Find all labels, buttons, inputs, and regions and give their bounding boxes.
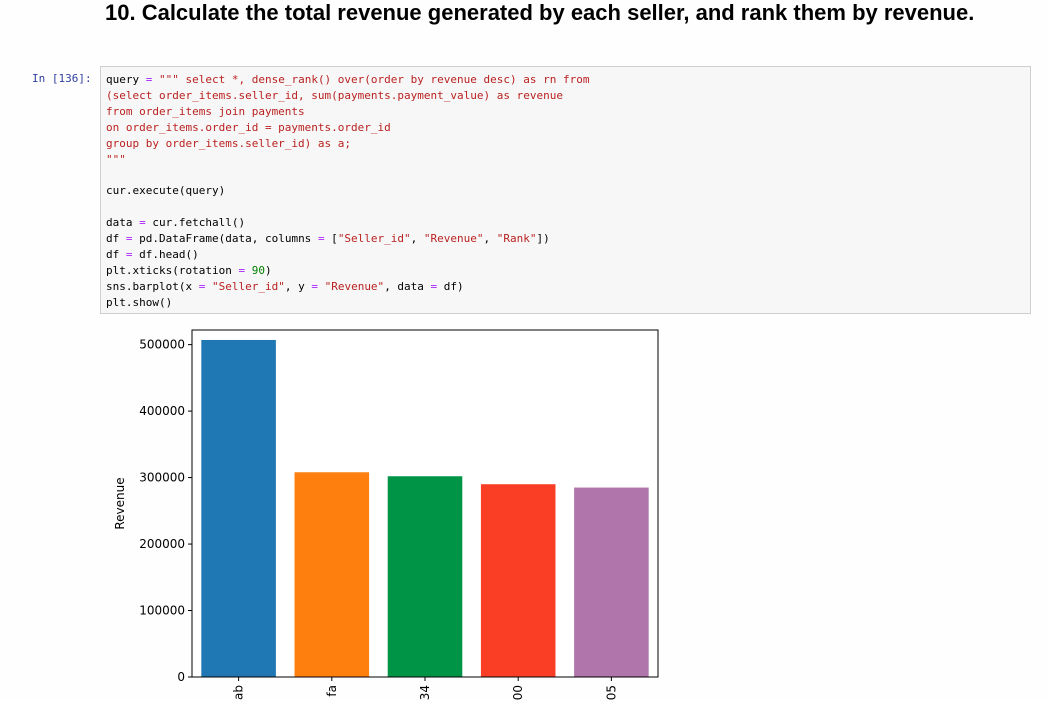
code-line: plt.show()	[106, 296, 172, 309]
code-token: =	[145, 73, 153, 86]
y-tick-label: 200000	[139, 537, 185, 551]
code-token: df)	[437, 279, 464, 293]
code-token: , y	[284, 279, 312, 293]
code-line: plt.xticks(rotation = 90)	[106, 264, 272, 277]
code-token: 90	[251, 263, 265, 277]
revenue-bar-chart: 0 100000 200000 300000 400000 500000 ab fa 34 00 0…	[113, 329, 659, 700]
code-token: =	[125, 247, 133, 261]
bar-05	[574, 487, 649, 677]
code-token: sns.barplot(x	[106, 279, 199, 293]
code-line: cur.execute(query)	[106, 184, 225, 197]
code-token: group by order_items.seller_id) as a;	[106, 136, 352, 150]
x-tick-label: 00	[511, 685, 525, 700]
code-token: df	[106, 232, 126, 246]
code-token: (select order_items.seller_id, sum(payme…	[106, 88, 563, 102]
bar-fa	[294, 472, 370, 677]
code-line: group by order_items.seller_id) as a;	[106, 137, 351, 150]
y-axis-label: Revenue	[113, 477, 127, 529]
y-tick-label: 0	[177, 670, 185, 684]
code-line: df = pd.DataFrame(data, columns = ["Sell…	[106, 232, 550, 245]
code-token: =	[311, 279, 318, 293]
x-tick-label: ab	[232, 685, 246, 700]
code-token	[245, 264, 252, 277]
code-token: "Rank"	[496, 232, 537, 246]
code-token: "Revenue"	[423, 232, 484, 246]
code-token: =	[238, 263, 246, 277]
code-token: on order_items.order_id = payments.order…	[106, 120, 391, 134]
code-token: plt.xticks(rotation	[106, 263, 239, 277]
code-token: df.head()	[132, 247, 199, 261]
y-tick-label: 100000	[139, 604, 185, 618]
code-token: "Revenue"	[324, 279, 385, 293]
input-prompt: In [136]:	[32, 72, 92, 85]
code-token: cur.execute(query)	[106, 184, 226, 198]
code-token: """	[106, 152, 126, 166]
bar-34	[387, 476, 463, 677]
code-token: )	[264, 263, 272, 277]
code-token: plt.show()	[106, 295, 173, 309]
bar-ab	[201, 339, 276, 677]
code-token: cur.fetchall()	[145, 216, 246, 230]
code-line: on order_items.order_id = payments.order…	[106, 121, 391, 134]
code-cell[interactable]: query = """ select *, dense_rank() over(…	[100, 66, 1031, 314]
code-token: =	[139, 216, 146, 230]
code-token: "Seller_id"	[211, 279, 285, 293]
code-token	[205, 280, 212, 293]
x-tick-label: 34	[418, 685, 432, 700]
code-token: "Seller_id"	[337, 232, 411, 246]
code-token: ,	[483, 232, 497, 246]
code-token: =	[430, 279, 438, 293]
x-tick-label: 05	[604, 685, 618, 700]
y-tick-label: 500000	[139, 338, 185, 352]
cell-heading: 10. Calculate the total revenue generate…	[105, 0, 975, 25]
code-token: df	[106, 247, 126, 261]
code-token	[318, 280, 325, 293]
code-token: pd.DataFrame(data, columns	[132, 232, 318, 246]
code-token: """ select *, dense_rank() over(order by…	[152, 73, 590, 86]
code-line: data = cur.fetchall()	[106, 216, 245, 229]
code-token: ])	[536, 232, 550, 246]
code-token: , data	[384, 279, 431, 293]
code-line: from order_items join payments	[106, 105, 305, 118]
code-line: query = """ select *, dense_rank() over(…	[106, 73, 589, 86]
code-line: """	[106, 153, 126, 166]
x-tick-label: fa	[325, 685, 339, 697]
y-tick-label: 300000	[139, 471, 185, 485]
code-token: =	[198, 279, 206, 293]
code-token: [	[324, 232, 338, 246]
code-token: =	[125, 232, 133, 246]
bar-00	[480, 484, 556, 677]
code-token: =	[317, 232, 325, 246]
code-token: from order_items join payments	[106, 104, 305, 118]
y-tick-label: 400000	[139, 404, 185, 418]
code-editor[interactable]: query = """ select *, dense_rank() over(…	[106, 72, 589, 311]
code-token: data	[106, 216, 140, 230]
code-line: sns.barplot(x = "Seller_id", y = "Revenu…	[106, 280, 464, 293]
code-line: df = df.head()	[106, 248, 199, 261]
code-token: ,	[410, 232, 424, 246]
code-line: (select order_items.seller_id, sum(payme…	[106, 89, 563, 102]
code-token: query	[106, 73, 146, 86]
